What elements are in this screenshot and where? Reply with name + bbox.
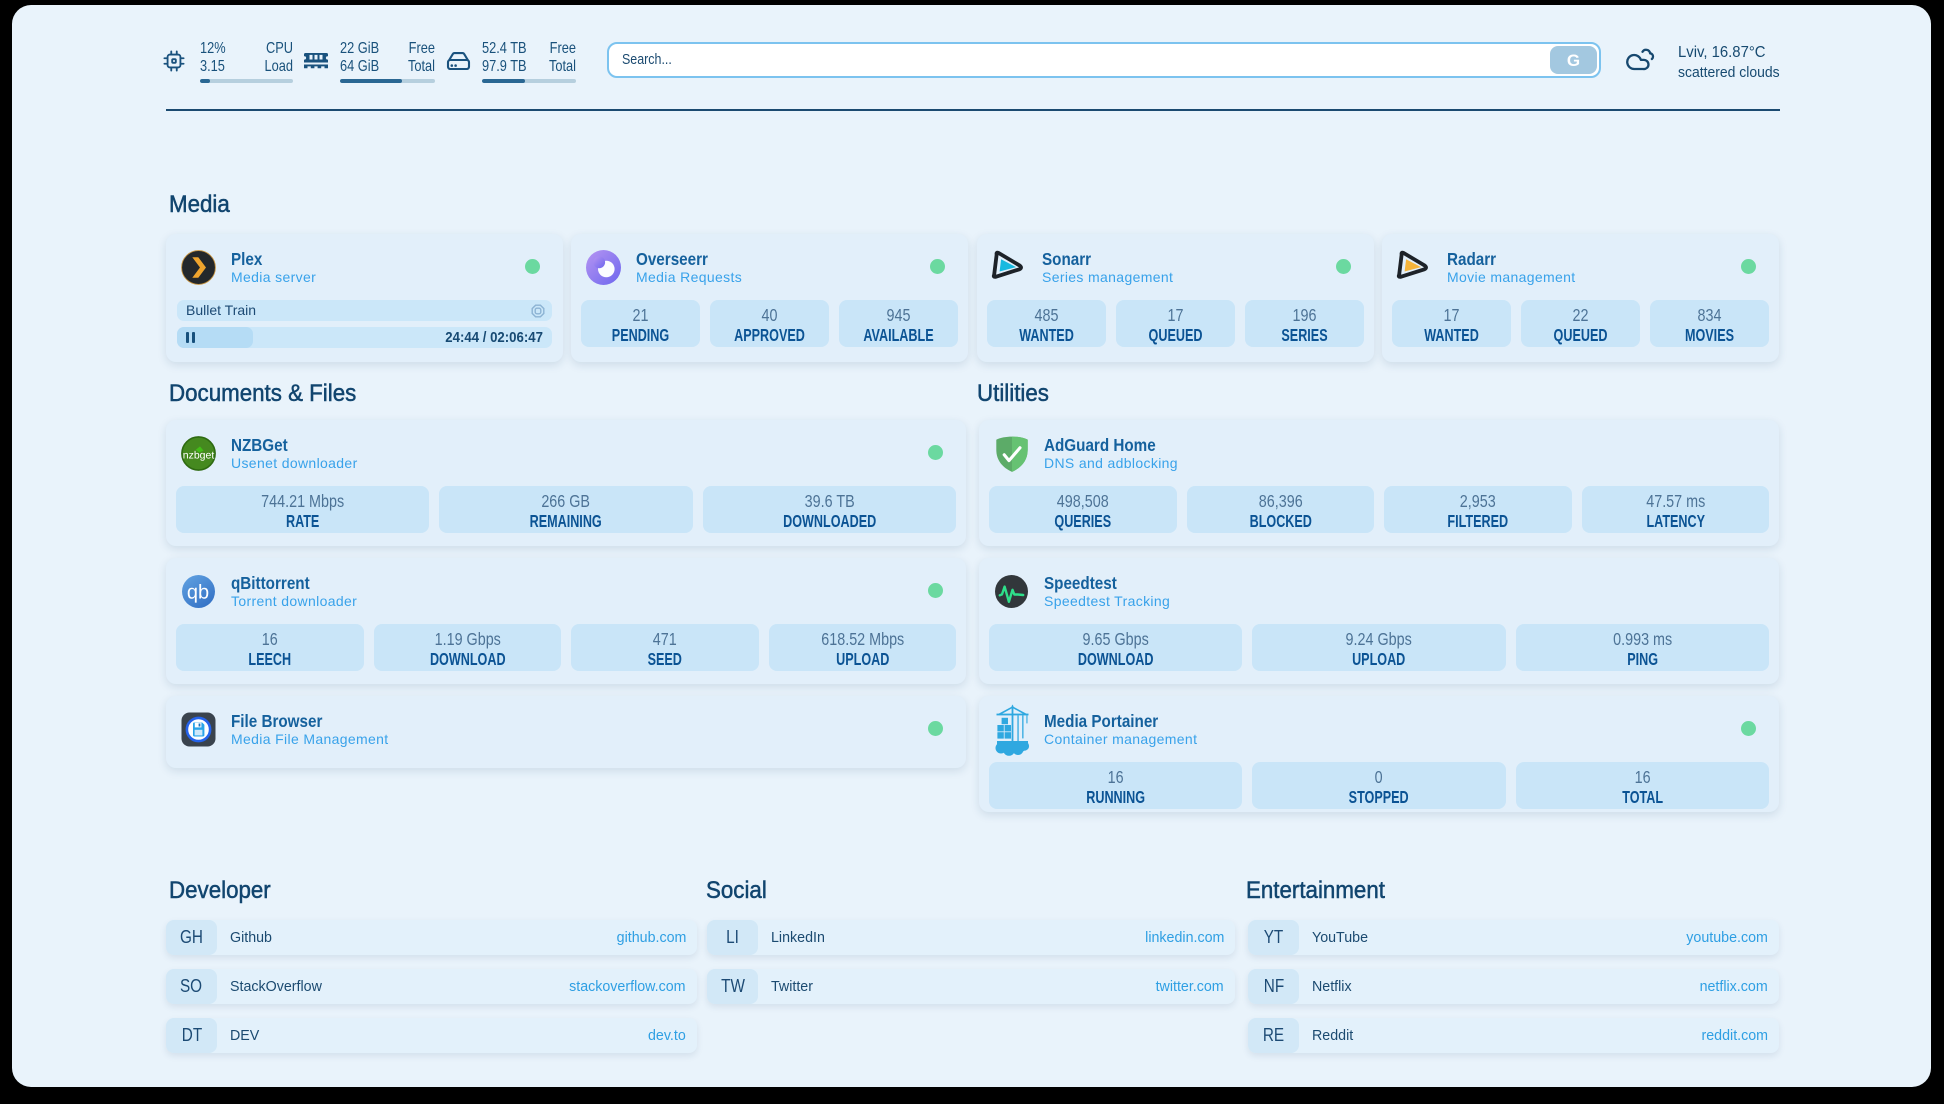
svg-text:qb: qb [187,582,209,604]
svg-text:nzbget: nzbget [183,450,215,462]
